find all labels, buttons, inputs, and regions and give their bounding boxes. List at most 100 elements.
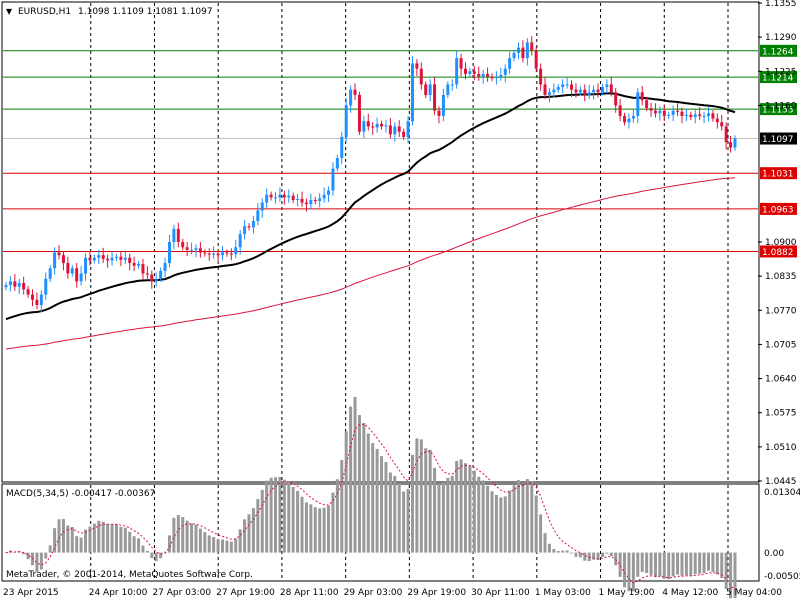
macd-bar xyxy=(468,465,472,553)
candle-body xyxy=(592,89,596,93)
candle-body xyxy=(645,100,649,109)
candle-body xyxy=(123,257,127,260)
candle-body xyxy=(561,84,565,88)
macd-bar xyxy=(92,523,96,553)
candle-body xyxy=(269,194,273,198)
candle-body xyxy=(203,252,207,254)
candle-body xyxy=(106,258,110,261)
candle-body xyxy=(287,195,291,198)
candle-body xyxy=(340,136,344,158)
macd-bar xyxy=(198,528,202,553)
candle-body xyxy=(198,248,202,253)
macd-bar xyxy=(207,535,211,553)
candle-body xyxy=(331,168,335,191)
macd-bar xyxy=(459,459,463,553)
macd-bar xyxy=(353,396,357,553)
candle-body xyxy=(486,73,490,77)
candle-body xyxy=(512,52,516,59)
candle-body xyxy=(92,257,96,261)
macd-bar xyxy=(110,524,114,553)
macd-bar xyxy=(256,499,260,553)
macd-bar xyxy=(327,505,331,553)
macd-tick-label: 0.00 xyxy=(764,549,784,559)
macd-label: MACD(5,34,5) -0.00417 -0.00367 xyxy=(6,489,155,499)
price-tick-label: 1.0770 xyxy=(765,306,797,316)
macd-bar xyxy=(362,423,366,553)
macd-bar xyxy=(220,539,224,553)
candle-body xyxy=(114,256,118,258)
macd-bar xyxy=(450,475,454,553)
macd-bar xyxy=(57,519,61,553)
macd-bar xyxy=(309,504,313,553)
macd-bar xyxy=(667,552,671,580)
candle-body xyxy=(583,89,587,95)
macd-bar xyxy=(539,514,543,553)
candle-body xyxy=(711,113,715,119)
time-tick-label: 29 Apr 19:00 xyxy=(407,588,466,598)
macd-bar xyxy=(145,550,149,553)
candle-body xyxy=(8,281,12,286)
level-tag-label: 1.0882 xyxy=(762,248,794,258)
macd-bar xyxy=(79,537,83,553)
macd-bar xyxy=(318,508,322,553)
candle-body xyxy=(600,87,604,93)
candle-body xyxy=(393,126,397,135)
macd-bar xyxy=(720,552,724,579)
candle-body xyxy=(437,110,441,116)
candle-body xyxy=(534,50,538,69)
macd-bar xyxy=(229,541,233,553)
macd-bar xyxy=(693,552,697,575)
macd-bar xyxy=(344,431,348,553)
macd-bar xyxy=(132,536,136,553)
candle-body xyxy=(570,84,574,90)
time-tick-label: 23 Apr 2015 xyxy=(3,588,59,598)
candle-body xyxy=(676,110,680,112)
candle-body xyxy=(490,76,494,79)
candle-body xyxy=(472,71,476,74)
macd-bar xyxy=(525,479,529,553)
candle-body xyxy=(706,113,710,116)
macd-bar xyxy=(671,552,675,577)
candle-body xyxy=(212,253,216,255)
macd-bar xyxy=(543,533,547,553)
candle-body xyxy=(48,268,52,279)
macd-bar xyxy=(494,494,498,553)
candle-body xyxy=(574,89,578,93)
candle-body xyxy=(649,108,653,111)
candle-body xyxy=(128,257,132,264)
candle-body xyxy=(662,110,666,116)
price-tick-label: 1.1160 xyxy=(765,101,797,111)
level-tag-label: 1.1214 xyxy=(762,74,794,84)
macd-bar xyxy=(194,524,198,553)
candle-body xyxy=(291,195,295,200)
macd-bar xyxy=(583,552,587,561)
macd-bar xyxy=(366,433,370,553)
candle-body xyxy=(539,68,543,85)
macd-bar xyxy=(291,487,295,553)
candle-body xyxy=(300,198,304,203)
candle-body xyxy=(57,252,61,256)
macd-bar xyxy=(243,519,247,553)
macd-bar xyxy=(596,552,600,561)
macd-bar xyxy=(380,456,384,553)
macd-bar xyxy=(269,477,273,553)
candle-body xyxy=(433,84,437,111)
macd-bar xyxy=(415,438,419,553)
chart-dropdown-icon[interactable]: ▼ xyxy=(6,7,13,16)
candle-body xyxy=(547,92,551,95)
macd-bar xyxy=(251,508,255,553)
macd-signal-line xyxy=(5,423,736,591)
level-tag xyxy=(760,167,797,180)
candle-body xyxy=(614,92,618,106)
candle-body xyxy=(463,68,467,74)
macd-bar xyxy=(150,552,154,559)
candle-body xyxy=(66,263,70,274)
candle-body xyxy=(698,114,702,116)
macd-bar xyxy=(340,460,344,553)
candle-body xyxy=(39,294,43,306)
candle-body xyxy=(304,202,308,205)
candle-body xyxy=(733,138,737,148)
candle-body xyxy=(181,242,185,248)
macd-bar xyxy=(163,551,167,553)
